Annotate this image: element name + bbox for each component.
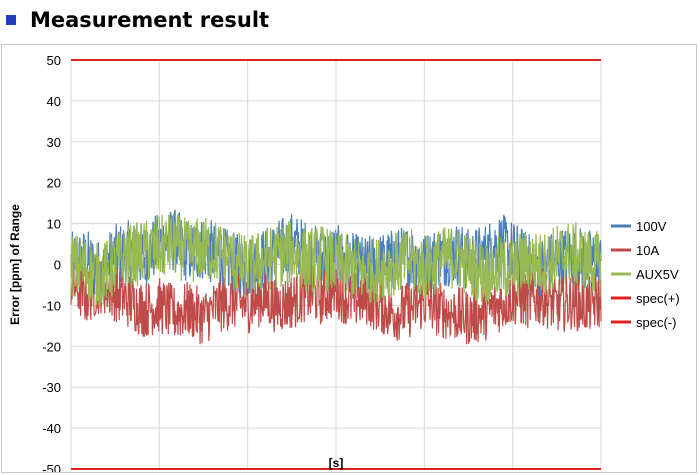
series-line-1 <box>70 257 602 345</box>
heading-text: Measurement result <box>30 8 270 32</box>
y-tick-label: -10 <box>42 298 61 313</box>
legend-label: AUX5V <box>636 267 679 282</box>
legend-label: 100V <box>636 219 667 234</box>
series-line-2 <box>70 213 602 309</box>
legend: 100V 10A AUX5V spec(+) spec(-) <box>611 219 680 330</box>
legend-label: spec(-) <box>636 315 676 330</box>
y-tick-label: 30 <box>47 135 61 150</box>
y-tick-labels: 50 40 30 20 10 0 -10 -20 -30 -40 -50 <box>42 53 61 472</box>
y-tick-label: -20 <box>42 339 61 354</box>
y-tick-label: 10 <box>47 217 61 232</box>
y-tick-label: -50 <box>42 462 61 472</box>
y-tick-label: -40 <box>42 421 61 436</box>
y-tick-label: 0 <box>54 258 61 273</box>
y-tick-label: -30 <box>42 380 61 395</box>
y-axis-label: Error [ppm] of Range <box>8 204 22 325</box>
page-heading: Measurement result <box>6 4 269 36</box>
x-axis-label: [s] <box>329 456 344 470</box>
legend-label: 10A <box>636 243 659 258</box>
series-lines <box>70 209 602 345</box>
legend-label: spec(+) <box>636 291 680 306</box>
y-tick-label: 20 <box>47 176 61 191</box>
heading-bullet-icon <box>6 15 16 25</box>
spec-lines <box>71 59 601 470</box>
y-tick-label: 40 <box>47 94 61 109</box>
y-tick-label: 50 <box>47 53 61 68</box>
